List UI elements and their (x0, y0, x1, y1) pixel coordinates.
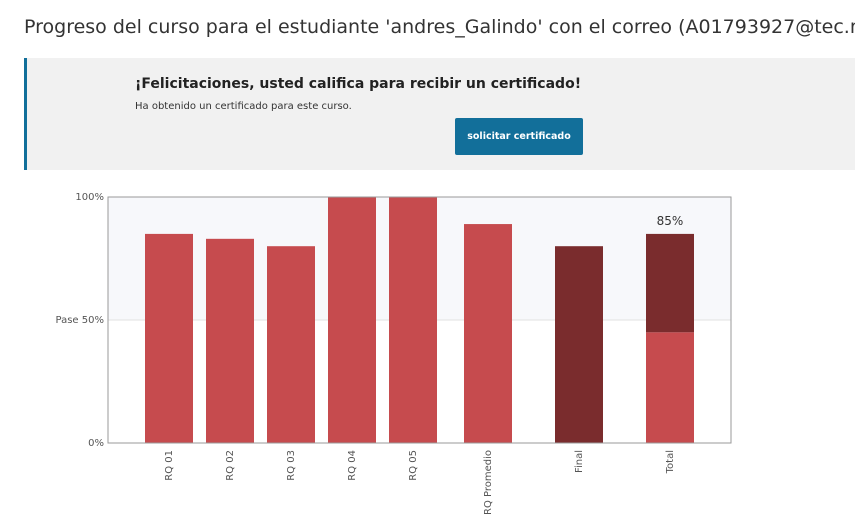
banner-text: Ha obtenido un certificado para este cur… (135, 101, 352, 112)
bar (555, 246, 603, 443)
y-tick-label: Pase 50% (56, 315, 104, 326)
x-tick-label: RQ 01 (164, 450, 175, 481)
bar (267, 246, 315, 443)
chart: 0% Pase 50% 100% RQ 01 RQ 02 RQ 03 RQ 04 RQ 05 R… (56, 192, 732, 515)
x-tick-label: Total (665, 450, 676, 474)
bar (646, 233, 694, 333)
bar (145, 233, 193, 443)
bar (646, 332, 694, 443)
page-title: Progreso del curso para el estudiante 'a… (24, 16, 855, 38)
total-label: 85% (657, 214, 684, 228)
bar (389, 197, 437, 443)
y-tick-label: 0% (88, 438, 104, 449)
x-tick-label: RQ Promedio (483, 450, 494, 515)
y-tick-label: 100% (75, 192, 104, 203)
x-tick-label: RQ 05 (408, 450, 419, 481)
bar (328, 197, 376, 443)
x-tick-label: RQ 02 (225, 450, 236, 481)
bar (206, 238, 254, 443)
request-certificate-button[interactable]: solicitar certificado (455, 118, 583, 155)
banner-headline: ¡Felicitaciones, usted califica para rec… (135, 76, 582, 92)
certificate-banner: ¡Felicitaciones, usted califica para rec… (24, 58, 855, 170)
bar (464, 224, 512, 443)
x-tick-label: RQ 04 (347, 450, 358, 481)
x-tick-label: RQ 03 (286, 450, 297, 481)
plot-frame (107, 196, 732, 444)
x-tick-label: Final (574, 450, 585, 473)
